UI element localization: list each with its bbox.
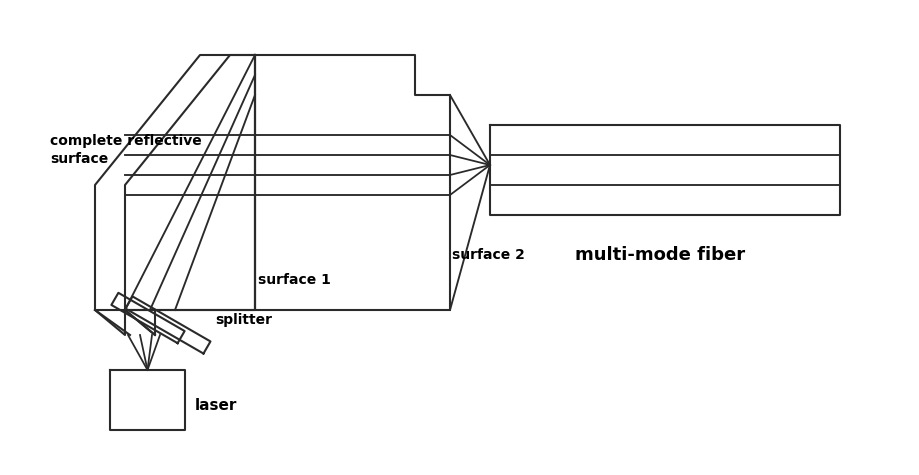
Text: surface 2: surface 2 <box>452 248 525 262</box>
Text: complete reflective
surface: complete reflective surface <box>50 134 202 166</box>
Text: splitter: splitter <box>215 313 272 327</box>
Text: multi-mode fiber: multi-mode fiber <box>575 246 745 264</box>
Text: laser: laser <box>195 398 237 412</box>
Text: surface 1: surface 1 <box>258 273 331 287</box>
